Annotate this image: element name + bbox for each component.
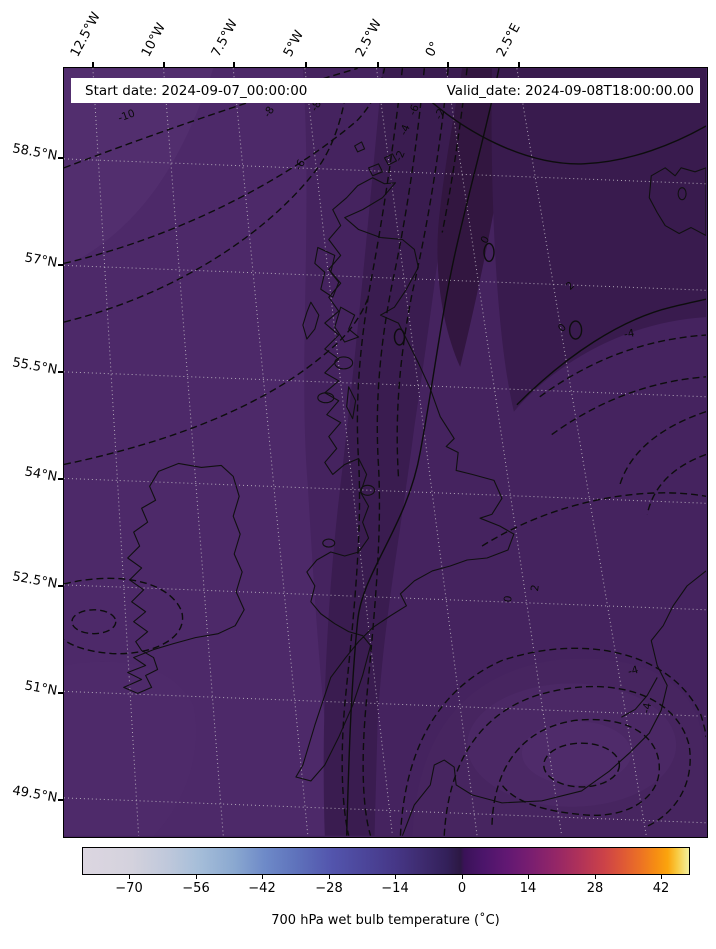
colorbar-tick-label: −28 [315, 881, 343, 896]
title-strip: Start date: 2024-09-07_00:00:00 Valid_da… [71, 78, 700, 103]
map-plot [64, 68, 706, 836]
lat-tick-label: 52.5°N [11, 569, 59, 592]
map-axes: -10 -8 -8 -6 -6 -2 -4 -2 0 2 0 -4 2 0 -4… [63, 67, 708, 838]
lat-tick [58, 371, 63, 373]
graticule [64, 68, 706, 836]
colorbar-tick-label: −42 [248, 881, 276, 896]
lon-tick [518, 62, 520, 67]
colorbar-axis-label: 700 hPa wet bulb temperature (˚C) [271, 913, 500, 928]
colorbar-tick [528, 874, 530, 879]
contours-dashed [64, 68, 706, 836]
valid-date-text: Valid_date: 2024-09-08T18:00:00.00 [446, 82, 694, 99]
lat-tick [58, 264, 63, 266]
colorbar-tick-label: −14 [381, 881, 409, 896]
contours-solid [345, 68, 706, 836]
lon-tick [92, 62, 94, 67]
lon-tick [447, 62, 449, 67]
lon-tick [163, 62, 165, 67]
colorbar-tick [196, 874, 198, 879]
lat-tick [58, 157, 63, 159]
colorbar-tick [661, 874, 663, 879]
colorbar [82, 847, 690, 875]
lon-tick-label: 2.5°E [493, 21, 524, 60]
lat-tick [58, 799, 63, 801]
contour-label: -4 [640, 701, 655, 715]
colorbar-tick-label: 0 [457, 881, 467, 896]
lat-tick [58, 585, 63, 587]
colorbar-tick [329, 874, 331, 879]
lon-tick-label: 5°W [280, 28, 308, 60]
lat-tick [58, 478, 63, 480]
colorbar-tick-label: −70 [115, 881, 143, 896]
coastlines [123, 141, 706, 836]
lat-tick-label: 49.5°N [11, 783, 59, 806]
colorbar-tick [262, 874, 264, 879]
colorbar-tick-label: −56 [182, 881, 210, 896]
colorbar-tick-label: 28 [586, 881, 604, 896]
filled-contours [64, 68, 706, 836]
lon-tick-label: 12.5°W [67, 9, 104, 60]
lat-tick-label: 54°N [23, 464, 59, 485]
lat-tick-label: 58.5°N [11, 141, 59, 164]
colorbar-tick [395, 874, 397, 879]
colorbar-tick [129, 874, 131, 879]
lat-tick [58, 692, 63, 694]
lat-tick-label: 55.5°N [11, 355, 59, 378]
colorbar-tick-label: 14 [519, 881, 537, 896]
lon-tick-label: 2.5°W [352, 17, 385, 60]
start-date-text: Start date: 2024-09-07_00:00:00 [85, 82, 308, 99]
lon-tick-label: 10°W [138, 20, 169, 60]
lon-tick [233, 62, 235, 67]
colorbar-tick [462, 874, 464, 879]
lon-tick-label: 7.5°W [208, 17, 241, 60]
lat-tick-label: 57°N [23, 250, 59, 271]
lon-tick [305, 62, 307, 67]
lon-tick-label: 0° [422, 39, 444, 60]
contour-label: -4 [623, 327, 636, 341]
colorbar-tick-label: 42 [652, 881, 670, 896]
colorbar-tick [595, 874, 597, 879]
lat-tick-label: 51°N [23, 678, 59, 699]
lon-tick [377, 62, 379, 67]
